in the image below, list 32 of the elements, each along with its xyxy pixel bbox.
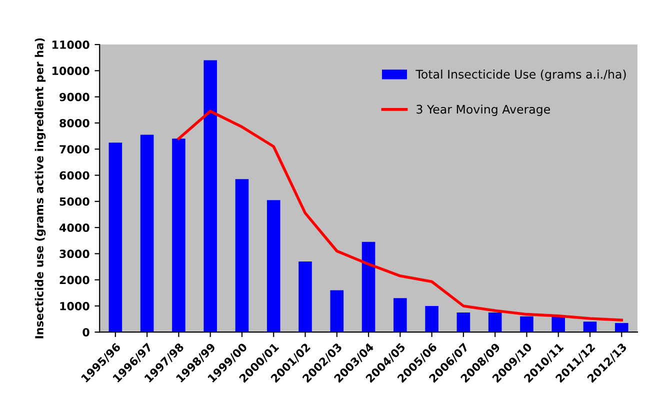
y-tick-label: 8000	[60, 118, 90, 128]
bar	[298, 262, 312, 332]
bar	[488, 312, 502, 332]
y-tick-label: 10000	[52, 66, 90, 76]
bar	[552, 316, 565, 332]
y-tick-label: 11000	[52, 40, 90, 49]
y-tick-label: 9000	[60, 92, 90, 102]
y-tick-label: 6000	[60, 171, 90, 180]
y-tick-label: 1000	[60, 302, 90, 310]
bar	[520, 316, 534, 332]
y-tick-label: 2000	[60, 276, 90, 284]
y-tick-label: 3000	[60, 250, 90, 258]
bar	[425, 306, 438, 332]
bar	[614, 322, 628, 332]
bar	[235, 179, 249, 332]
y-axis-title: Insecticide use (grams active ingredient per ha)	[34, 38, 46, 338]
bar	[266, 200, 280, 332]
legend-label: 3 Year Moving Average	[416, 104, 550, 116]
y-tick-label: 4000	[59, 224, 90, 232]
bar	[204, 60, 217, 332]
bar	[330, 290, 344, 332]
legend-label: Total Insecticide Use (grams a.i./ha)	[416, 70, 626, 81]
bar	[394, 298, 407, 332]
bar	[583, 322, 597, 332]
y-tick-label: 5000	[60, 197, 90, 206]
bar	[456, 312, 470, 332]
bar	[140, 134, 154, 332]
y-tick-label: 0	[82, 328, 90, 336]
bar	[172, 138, 186, 332]
bar	[108, 142, 122, 332]
y-tick-label: 7000	[60, 145, 90, 154]
bar	[362, 242, 376, 332]
